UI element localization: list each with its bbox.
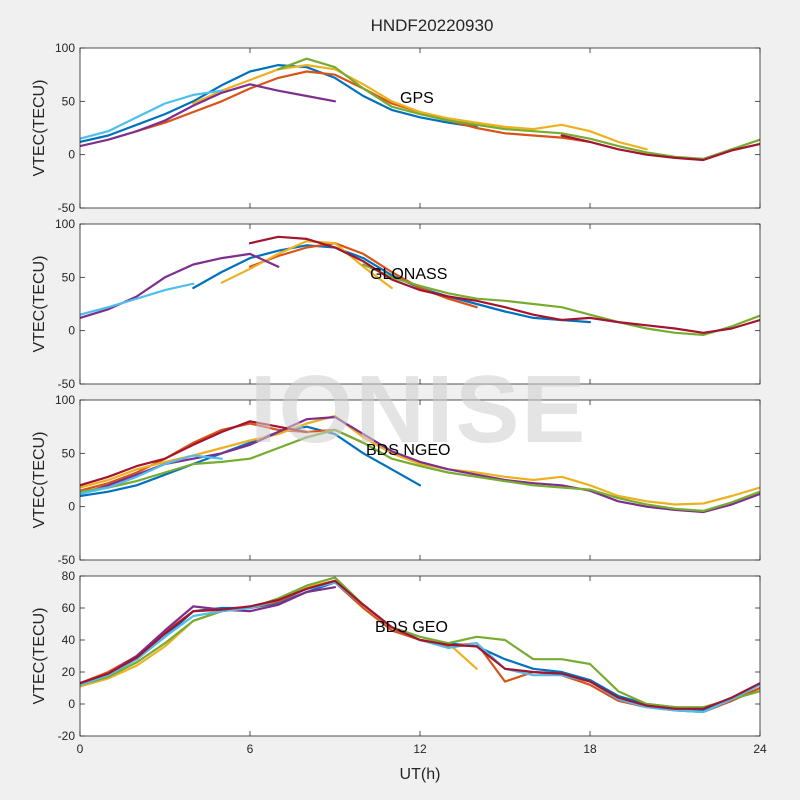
series-line-7 [80, 579, 760, 710]
y-tick-label: -50 [58, 377, 76, 391]
series-line-3 [192, 63, 648, 151]
y-tick-label: 60 [62, 601, 76, 615]
plot-area [80, 576, 760, 736]
series-line-7 [248, 235, 760, 334]
x-tick-label: 6 [247, 742, 254, 756]
series-line-5 [362, 263, 760, 336]
plot-area [80, 224, 760, 384]
series-group [80, 57, 760, 162]
plot-area [80, 48, 760, 208]
series-line-1 [80, 425, 422, 498]
series-line-4 [80, 83, 337, 148]
series-line-2 [80, 422, 365, 492]
y-tick-label: 40 [62, 633, 76, 647]
y-tick-label: 100 [55, 217, 75, 231]
y-tick-label: 0 [68, 697, 75, 711]
series-line-4 [80, 416, 760, 514]
y-tick-label: -50 [58, 201, 76, 215]
series-group [80, 414, 760, 514]
y-tick-label: -20 [58, 729, 76, 743]
y-tick-label: 50 [62, 94, 76, 108]
x-tick-label: 18 [583, 742, 597, 756]
x-axis-label: UT(h) [400, 766, 441, 783]
y-axis-label: VTEC(TECU) [31, 80, 48, 177]
y-tick-label: 0 [68, 148, 75, 162]
y-axis-label: VTEC(TECU) [31, 432, 48, 529]
series-line-3 [220, 240, 393, 290]
series-line-4 [80, 252, 280, 319]
series-line-1 [192, 244, 592, 324]
series-line-1 [80, 63, 478, 143]
series-line-6 [80, 89, 223, 140]
series-line-5 [80, 428, 760, 512]
panel-glonass: -50 0 50 100 VTEC(TECU) GLONASS [31, 217, 761, 391]
y-axis-label: VTEC(TECU) [31, 256, 48, 353]
series-group [80, 235, 760, 336]
y-tick-label: -50 [58, 553, 76, 567]
x-tick-label: 24 [753, 742, 767, 756]
y-tick-label: 100 [55, 41, 75, 55]
series-line-6 [80, 454, 223, 495]
y-tick-label: 0 [68, 500, 75, 514]
y-tick-label: 80 [62, 569, 76, 583]
constellation-label: GLONASS [370, 266, 447, 283]
constellation-label: GPS [400, 90, 434, 107]
plot-area [80, 400, 760, 560]
series-line-6 [80, 282, 195, 316]
x-tick-label: 12 [413, 742, 427, 756]
y-tick-label: 50 [62, 446, 76, 460]
constellation-label: BDS GEO [375, 619, 448, 636]
y-tick-label: 0 [68, 324, 75, 338]
y-tick-label: 20 [62, 665, 76, 679]
y-axis-label: VTEC(TECU) [31, 608, 48, 705]
panel-bds-ngeo: -50 0 50 100 VTEC(TECU) BDS NGEO [31, 393, 761, 567]
x-tick-label: 0 [77, 742, 84, 756]
series-line-5 [80, 576, 760, 709]
series-line-7 [560, 134, 760, 162]
y-tick-label: 50 [62, 270, 76, 284]
constellation-label: BDS NGEO [366, 442, 450, 459]
series-group [80, 576, 760, 714]
series-line-7 [80, 420, 308, 487]
panel-gps: -50 0 50 100 VTEC(TECU) GPS [31, 41, 761, 215]
y-tick-label: 100 [55, 393, 75, 407]
chart-title: HNDF20220930 [371, 16, 494, 35]
